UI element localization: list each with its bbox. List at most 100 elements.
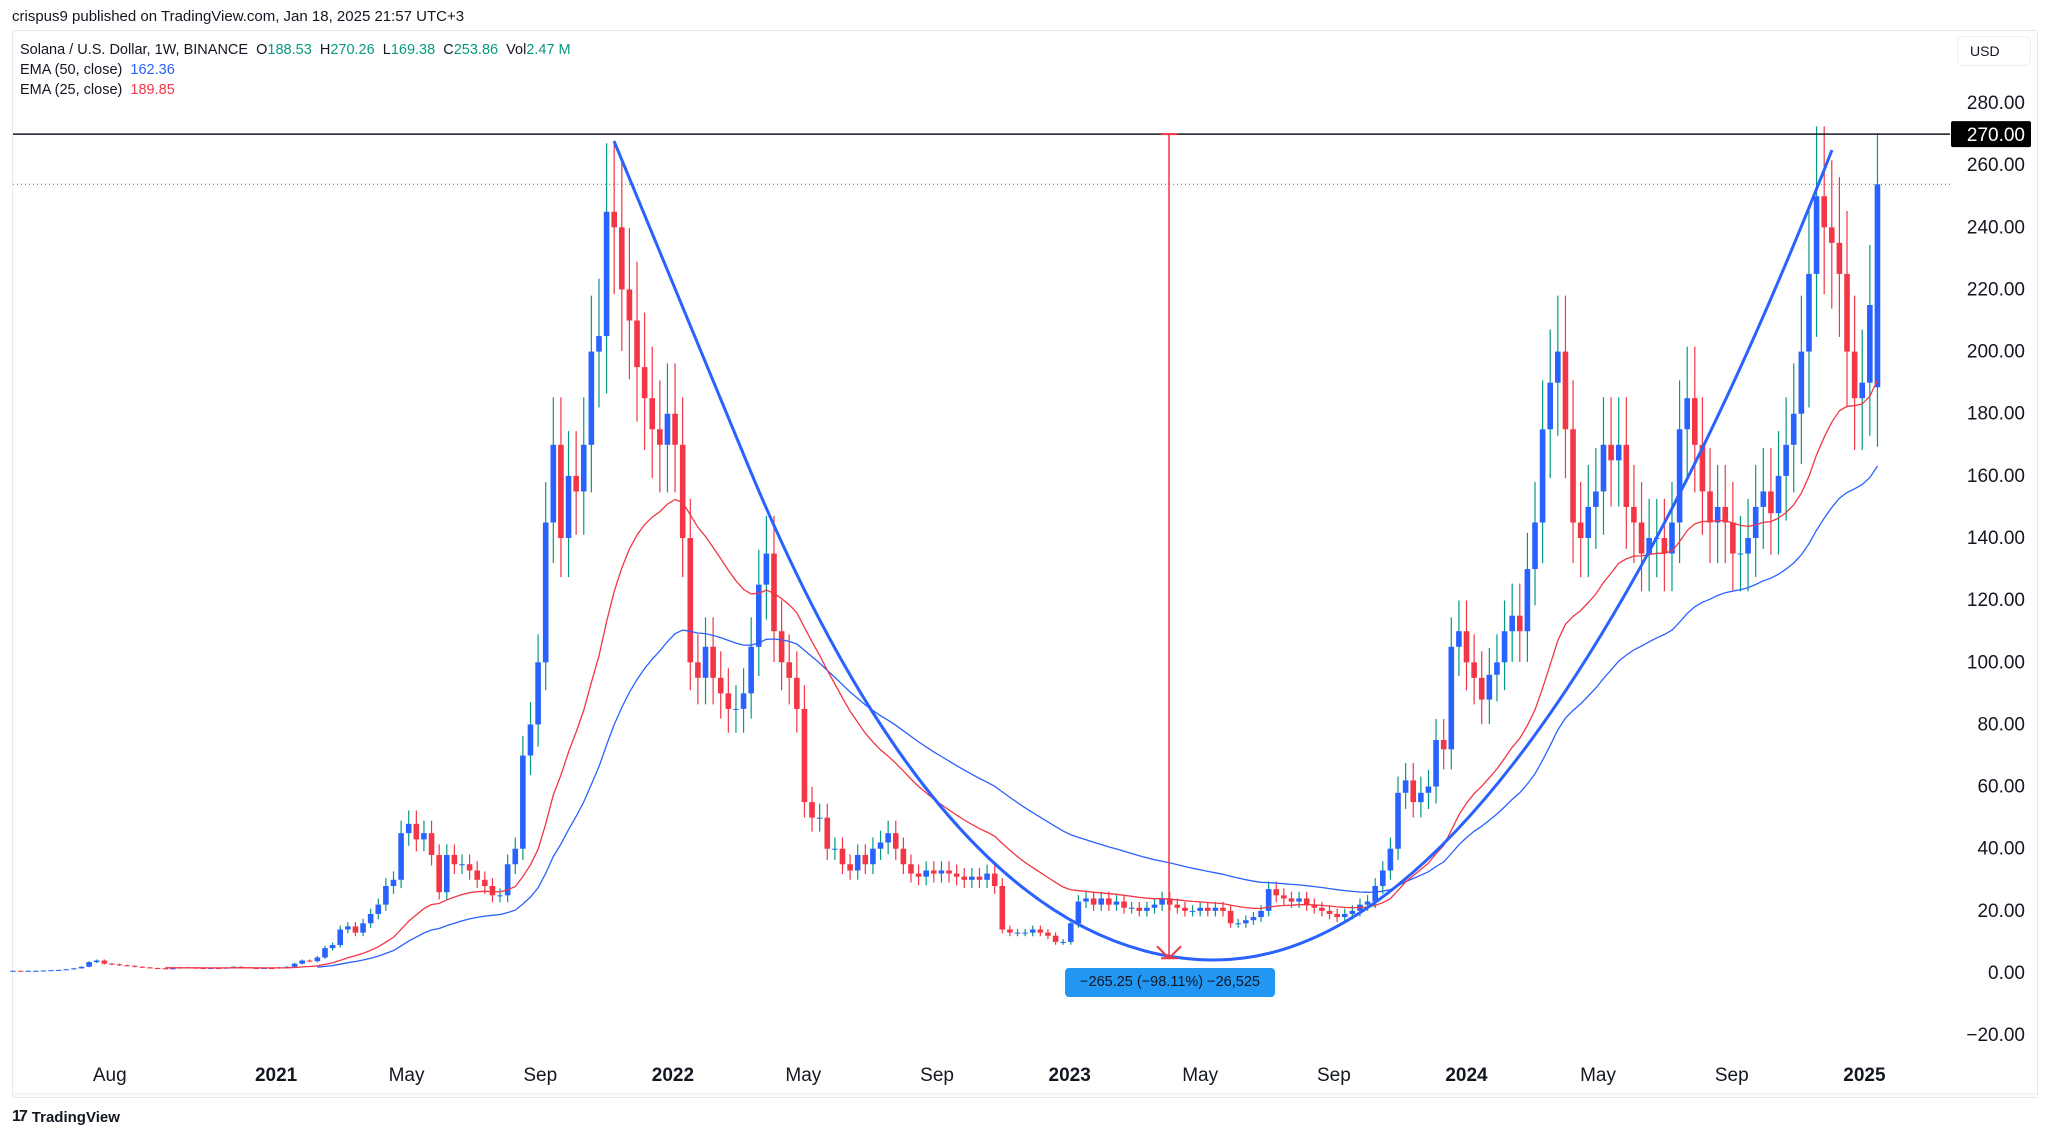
candle xyxy=(1296,891,1302,908)
candle-body xyxy=(1638,522,1645,554)
candle xyxy=(1509,583,1515,662)
candle-body xyxy=(1760,491,1767,507)
candle xyxy=(664,363,671,493)
candle-body xyxy=(641,367,648,399)
candle xyxy=(1014,928,1021,937)
candle-body xyxy=(322,948,328,958)
candle xyxy=(908,854,914,883)
candle xyxy=(854,844,861,880)
candle xyxy=(786,634,793,705)
candle xyxy=(809,786,815,832)
candle-body xyxy=(489,886,496,896)
candle-body xyxy=(695,662,701,678)
volume-label: Vol xyxy=(506,42,527,58)
candle-body xyxy=(611,211,617,228)
candle xyxy=(489,878,496,903)
candle-body xyxy=(1060,941,1066,943)
y-tick-label: 120.00 xyxy=(1967,590,2025,611)
tradingview-logo[interactable]: 17 TradingView xyxy=(12,1108,120,1126)
candle xyxy=(10,970,16,972)
candle-body xyxy=(542,522,549,663)
candle-body xyxy=(1288,898,1295,902)
candle-body xyxy=(1775,475,1782,514)
candle-body xyxy=(383,886,389,905)
candle xyxy=(405,810,412,846)
candle xyxy=(1189,905,1196,917)
candle-body xyxy=(405,823,412,834)
candle-body xyxy=(345,926,351,930)
measure-arrow-icon xyxy=(1156,945,1182,960)
candle-body xyxy=(778,631,785,663)
x-tick-label: Sep xyxy=(1317,1065,1351,1086)
currency-button[interactable]: USD xyxy=(1957,36,2031,66)
candle-body xyxy=(755,584,762,647)
candle-body xyxy=(170,968,176,970)
candle-body xyxy=(816,817,823,819)
symbol-title[interactable]: Solana / U.S. Dollar, 1W, BINANCE xyxy=(20,42,249,58)
candle-body xyxy=(1326,910,1333,914)
candle-body xyxy=(25,970,32,972)
candle xyxy=(25,970,32,972)
candle-body xyxy=(1159,898,1165,905)
candle-body xyxy=(1128,907,1135,909)
candle-body xyxy=(1235,923,1242,925)
candle xyxy=(832,837,838,860)
candle-body xyxy=(1790,413,1797,445)
y-axis: 280.00 260.00 240.00 220.00 200.00 180.00 160.… xyxy=(1966,93,2025,1046)
candle xyxy=(1615,397,1622,507)
candle-body xyxy=(367,913,374,924)
candle-body xyxy=(946,870,952,874)
candle xyxy=(1235,918,1242,928)
candle xyxy=(1022,928,1028,937)
candle xyxy=(1334,908,1340,923)
ema50-value: 162.36 xyxy=(130,62,175,78)
candle xyxy=(527,702,534,776)
candle xyxy=(1220,901,1226,917)
ema50-line xyxy=(317,465,1879,968)
candle-body xyxy=(1669,522,1675,554)
tradingview-logo-icon: 17 xyxy=(12,1108,28,1125)
ema25-label[interactable]: EMA (25, close) xyxy=(20,82,123,98)
x-tick-label: May xyxy=(785,1065,821,1086)
ema50-row: EMA (50, close) 162.36 xyxy=(20,60,571,80)
candle xyxy=(1730,481,1736,592)
candle-body xyxy=(558,444,564,539)
price-marker xyxy=(1951,121,2031,148)
candle xyxy=(1722,465,1729,564)
x-tick-label: Sep xyxy=(920,1065,954,1086)
candle-body xyxy=(1136,907,1143,911)
candle-body xyxy=(443,854,450,893)
candle-body xyxy=(1730,522,1736,554)
candle xyxy=(1638,481,1645,592)
candle-body xyxy=(1577,522,1584,539)
drawings: 270.00 xyxy=(13,121,2031,962)
candle xyxy=(1501,600,1508,691)
close-value: 253.86 xyxy=(453,42,499,58)
candle-body xyxy=(1555,351,1561,383)
candle xyxy=(1783,397,1789,521)
candle-body xyxy=(885,833,891,843)
candle-body xyxy=(512,848,519,865)
candle xyxy=(497,888,503,903)
candle-body xyxy=(1798,351,1805,414)
candle xyxy=(1547,329,1554,479)
candle-body xyxy=(748,646,754,694)
candle-body xyxy=(794,677,800,709)
candle xyxy=(1045,928,1051,940)
candle xyxy=(1768,448,1774,555)
candle-body xyxy=(421,833,427,840)
candle-body xyxy=(1319,907,1325,911)
candle-body xyxy=(1258,910,1264,918)
candle xyxy=(1828,160,1835,309)
candle-body xyxy=(839,848,846,865)
x-tick-label: 2021 xyxy=(255,1065,298,1086)
ema50-label[interactable]: EMA (50, close) xyxy=(20,62,123,78)
ema25-value: 189.85 xyxy=(130,82,175,98)
candle xyxy=(588,295,595,493)
candle-body xyxy=(1311,904,1318,908)
candle xyxy=(1516,583,1523,662)
candle xyxy=(520,735,526,860)
candle-body xyxy=(398,833,404,880)
candle xyxy=(1402,763,1409,810)
